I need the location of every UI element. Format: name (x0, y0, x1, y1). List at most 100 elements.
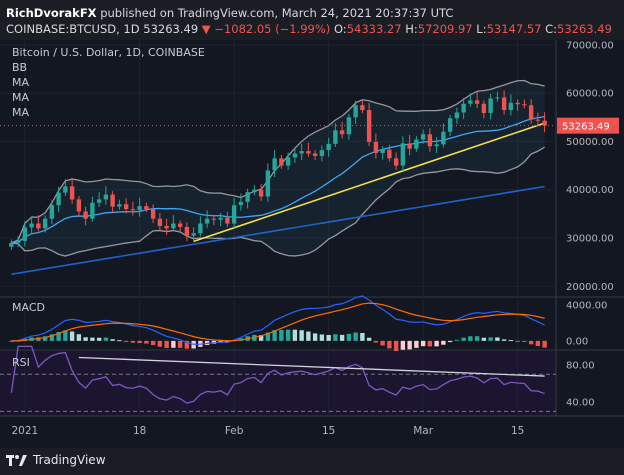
candle (319, 145, 325, 162)
candle-body (488, 98, 493, 113)
candle-body (96, 199, 102, 203)
macd-histogram-bar (110, 339, 115, 341)
macd-histogram-bar (279, 329, 284, 341)
candle (515, 99, 520, 111)
candle-body (137, 206, 142, 211)
candle-body (481, 103, 487, 113)
candle (218, 213, 223, 227)
last-price-label: 53263.49 (562, 122, 610, 133)
macd-histogram-bar (90, 337, 95, 341)
candle-body (184, 226, 190, 236)
macd-histogram-bar (468, 336, 473, 341)
macd-histogram-bar (272, 330, 277, 341)
support-trendline (193, 122, 545, 243)
candle (130, 201, 136, 216)
chart-area[interactable]: 20000.00 30000.00 40000.00 50000.00 60000.00… (0, 40, 624, 448)
candle (306, 142, 311, 157)
candle-body (535, 119, 541, 121)
candle (258, 183, 264, 201)
close-value: 53263.49 (557, 22, 612, 36)
footer-bar: TradingView (0, 448, 624, 475)
macd-histogram-bar (144, 340, 149, 344)
macd-histogram-bar (427, 340, 433, 347)
candle-body (198, 223, 203, 234)
candle (150, 204, 156, 224)
macd-histogram-bar (225, 340, 230, 343)
macd-histogram-bar (63, 330, 68, 341)
candle (447, 114, 453, 137)
author-name[interactable]: RichDvorakFX (6, 6, 97, 20)
candle-body (285, 157, 291, 166)
macd-histogram-bar (292, 329, 298, 341)
candle (9, 239, 14, 250)
legend-ma-3[interactable]: MA (12, 106, 30, 119)
candle (110, 191, 115, 214)
candle (542, 112, 547, 133)
candle (420, 129, 426, 144)
candle-body (63, 186, 68, 193)
high-value: 57209.97 (417, 22, 473, 36)
candle-body (306, 151, 311, 154)
macd-histogram-bar (393, 340, 399, 351)
candle-body (279, 158, 284, 166)
macd-histogram-bar (69, 331, 75, 341)
candle (144, 202, 149, 213)
candle (407, 134, 412, 156)
candle (508, 94, 514, 116)
macd-histogram-bar (346, 333, 352, 341)
high-label: H: (405, 22, 418, 36)
candle (36, 215, 41, 232)
candle (481, 100, 487, 119)
rsi-line (10, 345, 545, 404)
candle (272, 149, 277, 178)
candle-body (387, 149, 392, 159)
candle (528, 99, 534, 124)
macd-histogram-bar (528, 340, 534, 345)
legend-ma-2[interactable]: MA (12, 91, 30, 104)
candle-body (83, 211, 88, 219)
candle-body (441, 131, 446, 145)
macd-histogram-bar (171, 340, 176, 348)
candle-body (461, 103, 466, 113)
macd-histogram-bar (137, 340, 142, 343)
macd-histogram-bar (488, 337, 493, 341)
candle (461, 97, 466, 120)
legend-ma-1[interactable]: MA (12, 76, 30, 89)
macd-histogram-bar (387, 340, 392, 349)
macd-histogram-bar (164, 340, 169, 348)
symbol-name: COINBASE:BTCUSD, 1D (6, 22, 140, 36)
candle (157, 212, 163, 232)
macd-histogram-bar (123, 340, 129, 342)
price-tick-label: 40000.00 (566, 185, 614, 196)
candle (29, 216, 34, 235)
macd-histogram-bar (501, 339, 507, 341)
candle-body (15, 240, 21, 243)
publish-date: published on TradingView.com, March 24, … (100, 6, 454, 20)
chart-svg[interactable]: 20000.00 30000.00 40000.00 50000.00 60000.00… (0, 40, 624, 448)
macd-histogram-bar (103, 337, 109, 341)
candle-body (29, 223, 34, 228)
candle-body (339, 130, 345, 135)
rsi-tick-label: 40.00 (566, 398, 595, 409)
macd-histogram-bar (522, 340, 527, 342)
candle-body (36, 223, 41, 229)
candle-body (447, 118, 453, 132)
macd-histogram-bar (360, 332, 365, 341)
macd-histogram-bar (117, 340, 122, 342)
candle-body (130, 209, 136, 211)
candle (22, 221, 28, 247)
tradingview-logo[interactable]: TradingView (6, 453, 106, 467)
candle (265, 163, 271, 202)
candle-body (495, 97, 500, 99)
candle-body (42, 218, 48, 229)
candle (522, 99, 527, 109)
bollinger-lower-band (11, 146, 545, 257)
candle (414, 136, 419, 152)
candle-body (292, 153, 298, 158)
ohlc-line: COINBASE:BTCUSD, 1D 53263.49 ▼ −1082.05 … (6, 22, 612, 36)
candle (245, 188, 250, 209)
candle (90, 196, 95, 222)
candle-body (360, 105, 365, 111)
candle-body (56, 192, 61, 206)
legend-bb[interactable]: BB (12, 61, 28, 74)
